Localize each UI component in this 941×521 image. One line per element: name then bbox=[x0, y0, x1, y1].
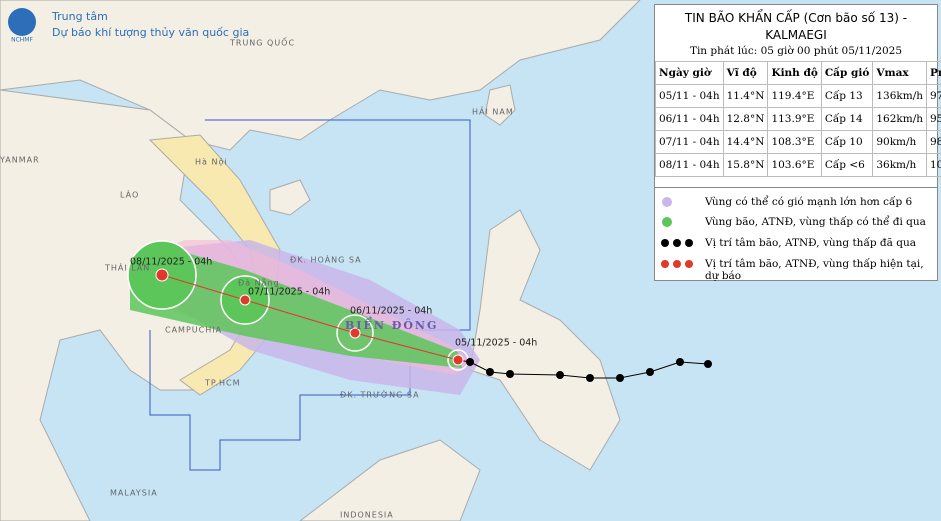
table-cell: 1004mb bbox=[925, 153, 941, 177]
logo-icon bbox=[8, 8, 36, 36]
map-label: MALAYSIA bbox=[110, 489, 158, 498]
map-label: Đà Nẵng bbox=[238, 278, 280, 288]
track-label: 08/11/2025 - 04h bbox=[130, 257, 212, 268]
storm-name: KALMAEGI bbox=[765, 28, 827, 42]
map-label: HẢI NAM bbox=[472, 106, 514, 117]
table-cell: 06/11 - 04h bbox=[655, 107, 724, 131]
table-cell: 12.8°N bbox=[722, 107, 769, 131]
table-cell: 36km/h bbox=[872, 153, 927, 177]
table-cell: 103.6°E bbox=[767, 153, 822, 177]
table-cell: Cấp 14 bbox=[820, 107, 874, 131]
table-cell: 985mb bbox=[925, 130, 941, 154]
table-cell: 113.9°E bbox=[767, 107, 822, 131]
header-line: Dự báo khí tượng thủy văn quốc gia bbox=[52, 26, 249, 39]
map-label: THÁI LAN bbox=[104, 262, 150, 273]
legend: Vùng có thể có gió mạnh lớn hơn cấp 6 Vù… bbox=[654, 187, 938, 282]
table-cell: 136km/h bbox=[872, 84, 927, 108]
table-cell: 90km/h bbox=[872, 130, 927, 154]
map-label: YANMAR bbox=[0, 156, 40, 165]
map-label: ĐK. HOÀNG SA bbox=[290, 254, 362, 265]
table-cell: Cấp <6 bbox=[820, 153, 874, 177]
table-cell: 15.8°N bbox=[722, 153, 769, 177]
logo-text: NCHMF bbox=[11, 37, 33, 44]
table-cell: Cấp 13 bbox=[820, 84, 874, 108]
info-panel: TIN BÃO KHẨN CẤP (Cơn bão số 13) - KALMA… bbox=[654, 4, 941, 188]
map-label: TRUNG QUỐC bbox=[229, 36, 295, 48]
track-label: 07/11/2025 - 04h bbox=[248, 287, 330, 298]
panel-title: TIN BÃO KHẨN CẤP (Cơn bão số 13) - bbox=[684, 11, 908, 25]
legend-item: Vùng bão, ATNĐ, vùng thấp có thể đi qua bbox=[705, 216, 926, 228]
header-line: Trung tâm bbox=[51, 10, 108, 23]
table-cell: 08/11 - 04h bbox=[655, 153, 724, 177]
table-cell: Cấp 10 bbox=[820, 130, 874, 154]
table-cell: 119.4°E bbox=[767, 84, 822, 108]
table-cell: 07/11 - 04h bbox=[655, 130, 724, 154]
track-label: 05/11/2025 - 04h bbox=[455, 338, 537, 349]
legend-icons bbox=[661, 197, 693, 268]
table-cell: 108.3°E bbox=[767, 130, 822, 154]
issued: Tin phát lúc: 05 giờ 00 phút 05/11/2025 bbox=[689, 45, 903, 57]
map-label: TP.HCM bbox=[204, 379, 241, 388]
map-label: CAMPUCHIA bbox=[165, 326, 222, 335]
header-cell: Ngày giờ bbox=[655, 61, 724, 85]
table-cell: 955mb bbox=[925, 107, 941, 131]
map-label: Hà Nội bbox=[195, 157, 228, 167]
map-label: BIỂN ĐÔNG bbox=[345, 316, 438, 332]
header-cell: Kinh độ bbox=[767, 61, 822, 85]
header-cell: Cấp gió bbox=[820, 61, 874, 85]
header-cell: Vĩ độ bbox=[722, 61, 769, 85]
track-label: 06/11/2025 - 04h bbox=[350, 306, 432, 317]
header-cell: Pmin bbox=[925, 61, 941, 85]
table-cell: 11.4°N bbox=[722, 84, 769, 108]
table-cell: 970mb bbox=[925, 84, 941, 108]
map-label: INDONESIA bbox=[340, 511, 394, 520]
header-cell: Vmax bbox=[872, 61, 927, 85]
legend-item: Vị trí tâm bão, ATNĐ, vùng thấp hiện tại… bbox=[705, 258, 924, 282]
table-cell: 162km/h bbox=[872, 107, 927, 131]
map-label: LÀO bbox=[120, 189, 139, 200]
table-cell: 14.4°N bbox=[722, 130, 769, 154]
table-cell: 05/11 - 04h bbox=[655, 84, 724, 108]
legend-item: Vùng có thể có gió mạnh lớn hơn cấp 6 bbox=[705, 196, 913, 208]
legend-item: Vị trí tâm bão, ATNĐ, vùng thấp đã qua bbox=[705, 237, 916, 249]
map-label: ĐK. TRƯỜNG SA bbox=[340, 389, 420, 400]
